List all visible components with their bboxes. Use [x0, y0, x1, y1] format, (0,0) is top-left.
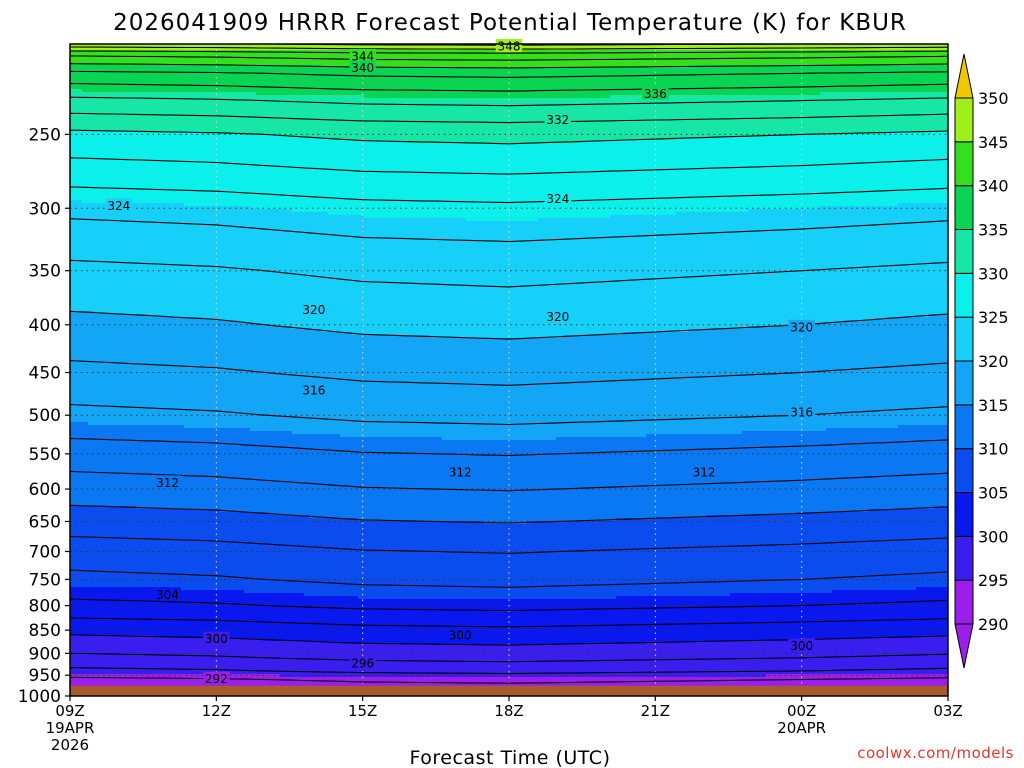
chart: 2026041909 HRRR Forecast Potential Tempe… [0, 0, 1024, 768]
chart-title: 2026041909 HRRR Forecast Potential Tempe… [113, 10, 907, 36]
